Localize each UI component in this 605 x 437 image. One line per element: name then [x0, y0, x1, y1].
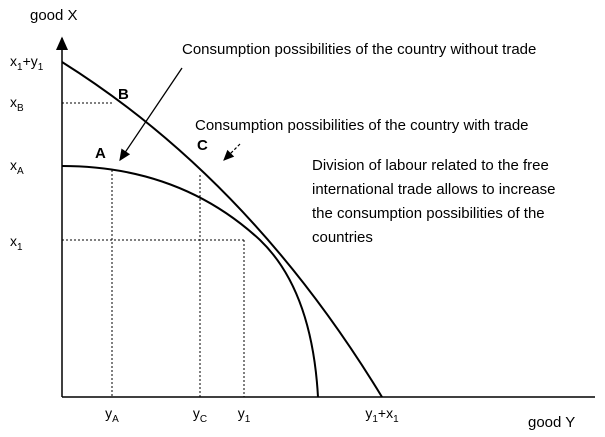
- label-part: B: [17, 103, 24, 114]
- guides: [62, 102, 245, 397]
- label-part: x: [10, 53, 17, 69]
- without-trade-curve: [61, 165, 319, 398]
- axis-label: xA: [10, 157, 24, 177]
- y-title: good X: [30, 7, 78, 24]
- label-part: A: [17, 166, 24, 177]
- axis-label: xB: [10, 94, 24, 114]
- arrow: [119, 67, 183, 162]
- label-part: +y: [23, 53, 38, 69]
- axis-label: y1: [238, 405, 251, 425]
- annotation: Consumption possibilities of the country…: [195, 117, 529, 134]
- label-part: A: [112, 414, 119, 425]
- point-label: B: [118, 86, 129, 103]
- note-line: Division of labour related to the free: [312, 157, 549, 174]
- label-part: 1: [17, 242, 23, 253]
- axis-label: yC: [193, 405, 207, 425]
- with-trade-curve: [61, 61, 383, 398]
- label-part: 1: [38, 62, 44, 73]
- axis-label: yA: [105, 405, 119, 425]
- label-part: 1: [17, 62, 23, 73]
- note-line: international trade allows to increase: [312, 181, 555, 198]
- axis-label: x1+y1: [10, 53, 44, 73]
- axis-label: y1+x1: [365, 405, 399, 425]
- point-label: A: [95, 145, 106, 162]
- x-title: good Y: [528, 414, 575, 431]
- label-part: C: [200, 414, 207, 425]
- label-part: y: [193, 405, 200, 421]
- arrow: [223, 143, 241, 161]
- note-line: the consumption possibilities of the: [312, 205, 545, 222]
- point-label: C: [197, 137, 208, 154]
- label-part: x: [10, 94, 17, 110]
- axis-label: x1: [10, 233, 23, 253]
- note-line: countries: [312, 229, 373, 246]
- label-part: 1: [245, 414, 251, 425]
- label-part: y: [105, 405, 112, 421]
- label-part: 1: [372, 414, 378, 425]
- annotation: Consumption possibilities of the country…: [182, 41, 536, 58]
- label-part: y: [238, 405, 245, 421]
- label-part: x: [10, 157, 17, 173]
- label-part: y: [365, 405, 372, 421]
- label-part: 1: [393, 414, 399, 425]
- label-part: +x: [378, 405, 393, 421]
- label-part: x: [10, 233, 17, 249]
